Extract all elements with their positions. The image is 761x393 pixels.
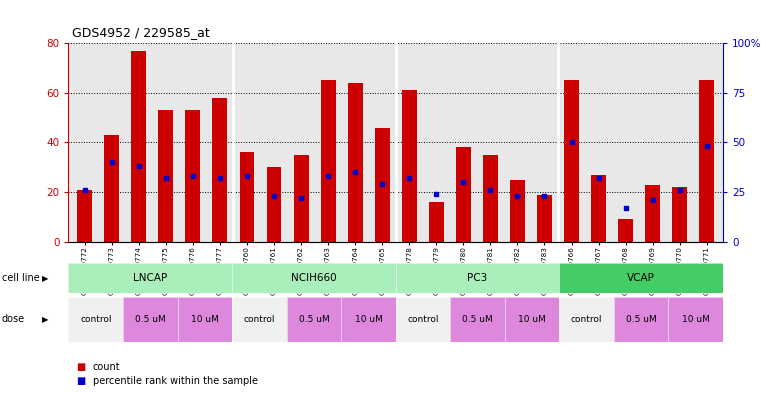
Text: PC3: PC3	[467, 273, 488, 283]
Text: ■: ■	[76, 362, 85, 373]
Bar	[266, 167, 282, 242]
Text: LNCAP: LNCAP	[133, 273, 167, 283]
Bar	[186, 110, 200, 242]
Text: dose: dose	[2, 314, 24, 324]
Bar	[483, 155, 498, 242]
Text: 0.5 uM: 0.5 uM	[626, 315, 657, 324]
Text: 0.5 uM: 0.5 uM	[298, 315, 330, 324]
Bar	[294, 155, 308, 242]
Text: control: control	[244, 315, 275, 324]
Text: count: count	[93, 362, 120, 373]
Text: 0.5 uM: 0.5 uM	[135, 315, 166, 324]
Bar	[78, 189, 92, 242]
Text: control: control	[571, 315, 603, 324]
Text: control: control	[407, 315, 439, 324]
Bar	[672, 187, 687, 242]
Bar	[510, 180, 525, 242]
Text: 0.5 uM: 0.5 uM	[462, 315, 493, 324]
Text: 10 uM: 10 uM	[355, 315, 382, 324]
Text: ▶: ▶	[42, 274, 49, 283]
Bar	[158, 110, 174, 242]
Bar	[456, 147, 471, 242]
Text: NCIH660: NCIH660	[291, 273, 336, 283]
Bar	[537, 195, 552, 242]
Text: 10 uM: 10 uM	[518, 315, 546, 324]
Text: cell line: cell line	[2, 273, 40, 283]
Bar	[132, 51, 146, 242]
Bar	[374, 128, 390, 242]
Bar	[429, 202, 444, 242]
Text: percentile rank within the sample: percentile rank within the sample	[93, 376, 258, 386]
Text: VCAP: VCAP	[627, 273, 655, 283]
Text: GDS4952 / 229585_at: GDS4952 / 229585_at	[72, 26, 210, 39]
Bar	[402, 90, 417, 242]
Bar	[348, 83, 362, 242]
Bar	[564, 81, 579, 242]
Bar	[212, 98, 228, 242]
Text: ■: ■	[76, 376, 85, 386]
Bar	[320, 81, 336, 242]
Bar	[591, 175, 606, 242]
Text: ▶: ▶	[42, 315, 49, 324]
Bar	[240, 152, 254, 242]
Bar	[618, 219, 633, 242]
Text: control: control	[80, 315, 112, 324]
Bar	[645, 185, 660, 242]
Text: 10 uM: 10 uM	[682, 315, 709, 324]
Bar	[699, 81, 714, 242]
Bar	[104, 135, 119, 242]
Text: 10 uM: 10 uM	[191, 315, 218, 324]
